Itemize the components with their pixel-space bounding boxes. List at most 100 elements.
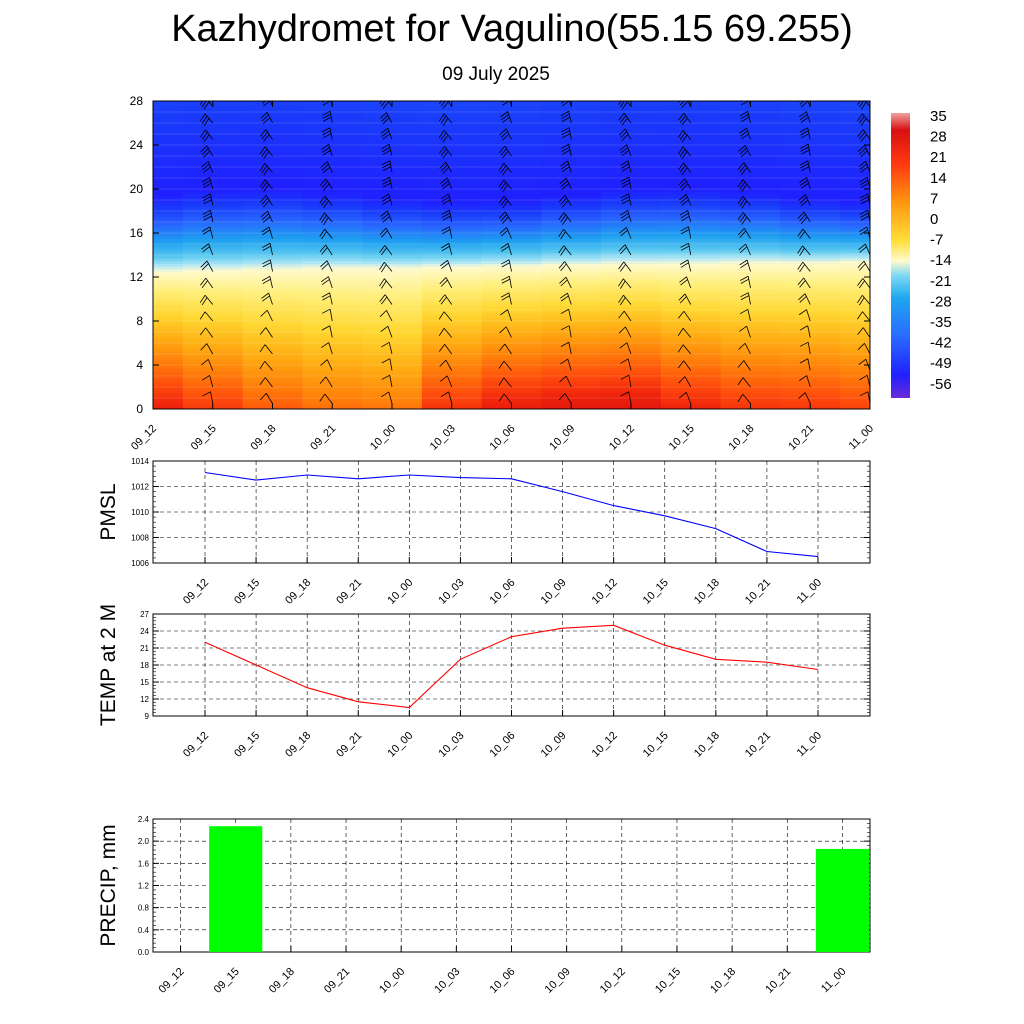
wind-barb-staff xyxy=(743,360,751,371)
temperature-cell xyxy=(660,381,722,385)
temperature-cell xyxy=(840,274,870,278)
temperature-cell xyxy=(153,233,184,237)
temperature-cell xyxy=(780,145,841,149)
temperature-cell xyxy=(601,230,662,234)
temperature-cell xyxy=(481,246,542,251)
wind-barb-flag xyxy=(560,180,568,188)
temperature-cell xyxy=(421,378,483,383)
wind-barb-flag xyxy=(621,166,630,172)
temperature-cell xyxy=(421,304,483,308)
temperature-cell xyxy=(362,106,423,110)
temperature-cell xyxy=(780,120,841,124)
temperature-cell xyxy=(601,213,662,218)
wind-barb-flag xyxy=(739,246,748,253)
temperature-cell xyxy=(840,161,870,165)
wind-barb-flag xyxy=(679,276,687,283)
temperature-cell xyxy=(182,158,244,163)
temperature-cell xyxy=(302,191,363,196)
wind-barb-flag xyxy=(681,215,690,222)
temperature-cell xyxy=(302,285,363,289)
temperature-cell xyxy=(481,114,542,119)
temperature-cell xyxy=(780,241,841,245)
temperature-cell xyxy=(153,241,184,245)
temperature-cell xyxy=(421,205,483,209)
wind-barb-flag xyxy=(741,116,750,122)
wind-barb-flag xyxy=(442,215,451,221)
wind-barb-flag xyxy=(440,375,448,382)
temperature-cell xyxy=(242,117,303,121)
temperature-cell xyxy=(660,293,722,297)
temperature-cell xyxy=(153,348,184,352)
temperature-cell xyxy=(840,307,870,311)
temperature-cell xyxy=(421,200,483,204)
colorbar-label: 28 xyxy=(930,129,947,146)
temperature-cell xyxy=(421,211,483,215)
temperature-cell xyxy=(780,301,841,306)
temperature-cell xyxy=(780,230,841,234)
temperature-cell xyxy=(481,172,542,176)
temperature-cell xyxy=(182,345,244,350)
temperature-cell xyxy=(153,145,184,149)
temperature-cell xyxy=(153,180,184,185)
temperature-cell xyxy=(421,112,483,116)
wind-barb-staff xyxy=(384,262,393,272)
temperature-cell xyxy=(720,290,781,295)
wind-barb-flag xyxy=(621,196,630,202)
temperature-cell xyxy=(541,343,602,347)
wind-barb-flag xyxy=(143,131,151,136)
wind-barb-flag xyxy=(800,216,808,224)
temperature-cell xyxy=(302,384,363,388)
wind-barb-flag xyxy=(263,200,270,208)
wind-barb-staff xyxy=(804,293,811,305)
temperature-cell xyxy=(720,153,781,157)
temperature-cell xyxy=(481,354,542,358)
temperature-cell xyxy=(302,213,363,218)
temperature-cell xyxy=(153,279,184,284)
temperature-cell xyxy=(541,345,602,350)
temperature-cell xyxy=(720,337,781,341)
temperature-cell xyxy=(182,392,244,396)
wind-barb-flag xyxy=(737,196,744,205)
temperature-cell xyxy=(601,389,662,394)
temperature-cell xyxy=(302,244,363,248)
temperature-cell xyxy=(362,224,423,229)
wind-barb-flag xyxy=(500,148,507,156)
temperature-cell xyxy=(720,343,781,347)
temperature-cell xyxy=(601,362,662,366)
temperature-cell xyxy=(601,216,662,220)
temperature-cell xyxy=(182,238,244,242)
wind-barb-flag xyxy=(201,101,207,108)
temperature-cell xyxy=(601,147,662,152)
temperature-cell xyxy=(421,296,483,300)
temperature-cell xyxy=(153,186,184,190)
temperature-cell xyxy=(182,197,244,201)
wind-barb-flag xyxy=(679,296,687,304)
wind-barb-flag xyxy=(143,197,150,203)
temperature-cell xyxy=(481,304,542,308)
temperature-cell xyxy=(182,257,244,262)
wind-barb-flag xyxy=(621,182,631,188)
temperature-cell xyxy=(541,219,602,223)
wind-barb-flag xyxy=(440,243,450,249)
temperature-cell xyxy=(182,293,244,297)
wind-barb-staff xyxy=(443,328,453,338)
temperature-cell xyxy=(601,323,662,328)
temperature-cell xyxy=(541,167,602,171)
temperature-cell xyxy=(182,205,244,209)
temperature-cell xyxy=(421,365,483,369)
temperature-cell xyxy=(182,230,244,234)
temperature-cell xyxy=(660,153,722,157)
wind-barb-staff xyxy=(329,111,333,124)
temperature-cell xyxy=(660,307,722,311)
temperature-cell xyxy=(720,183,781,187)
temperature-cell xyxy=(153,109,184,113)
temperature-cell xyxy=(840,194,870,198)
temperature-cell xyxy=(242,367,303,372)
wind-barb-flag xyxy=(262,229,271,236)
temperature-cell xyxy=(362,266,423,270)
series-line xyxy=(204,624,819,709)
temperature-cell xyxy=(362,164,423,168)
wind-barb-flag xyxy=(382,117,390,125)
wind-barb-flag xyxy=(558,212,565,221)
temperature-cell xyxy=(421,241,483,245)
